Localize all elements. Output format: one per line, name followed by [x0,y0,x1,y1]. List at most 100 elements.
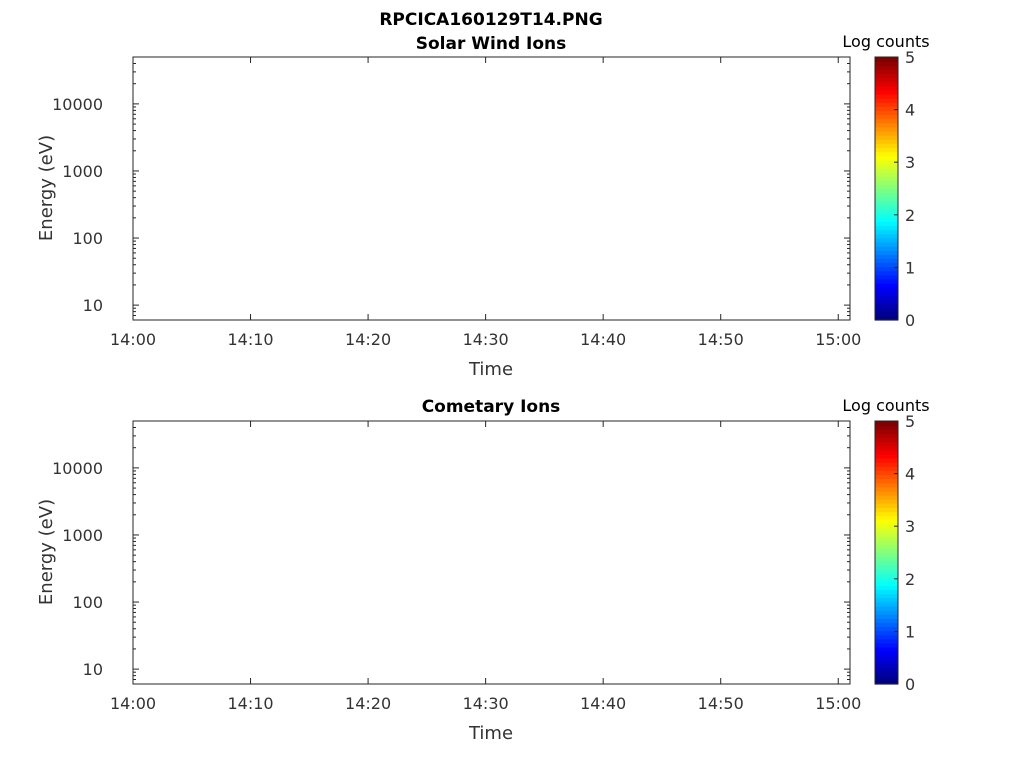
colorbar-swatch [875,585,898,591]
x-axis-label-solar-wind: Time [468,359,513,380]
colorbar-swatch [875,593,898,599]
colorbar-tick-label: 1 [905,622,915,641]
colorbar-swatch [875,466,898,471]
x-tick-label: 14:40 [580,330,626,349]
colorbar-tick-label: 4 [905,101,915,120]
colorbar-swatch [875,291,898,296]
x-tick-label: 14:50 [698,694,744,713]
colorbar-swatch [875,188,898,194]
colorbar-swatch [875,143,898,149]
colorbar-swatch [875,110,898,116]
colorbar-swatch [875,671,898,677]
colorbar-swatch [875,441,898,447]
colorbar-solar-wind: 0 1 2 3 4 5 [874,48,915,330]
y-tick-label: 10 [83,660,103,679]
x-tick-label: 14:10 [227,330,273,349]
colorbar-swatch [875,200,898,206]
colorbar-tick-label: 3 [905,153,915,172]
colorbar-swatch [875,499,898,504]
colorbar-swatch [875,69,898,75]
colorbar-tick-label: 2 [905,570,915,589]
colorbar-swatch [875,61,898,66]
colorbar-swatch [875,283,898,288]
x-tick-label: 14:00 [110,694,156,713]
colorbar-swatch [875,196,898,202]
colorbar-swatch [875,180,898,185]
x-tick-label: 14:40 [580,694,626,713]
colorbar-swatch [875,663,898,669]
colorbar-swatch [875,118,898,124]
colorbar-swatch [875,163,898,169]
colorbar-swatch [875,429,898,434]
colorbar-swatch [875,630,898,636]
colorbar-swatch [875,287,898,292]
colorbar-swatch [875,77,898,83]
x-tick-label: 14:10 [227,694,273,713]
colorbar-swatch [875,93,898,99]
colorbar-swatch [875,159,898,165]
colorbar-swatch [875,176,898,181]
colorbar-swatch [875,139,898,144]
plot-frame-cometary [132,420,851,685]
colorbar-swatch [875,315,898,321]
panel-solar-wind: Solar Wind Ions 14:00 14:10 14:20 14:30 14:4… [36,32,930,380]
colorbar-swatch [875,614,898,619]
panel-cometary: Cometary Ions 14:00 14:10 14:20 14:30 14:40 1… [36,396,930,744]
colorbar-swatch [875,57,898,62]
colorbar-swatch [875,675,898,681]
colorbar-swatch [875,462,898,467]
colorbar-tick-label: 0 [905,675,915,694]
colorbar-swatch [875,486,898,492]
colorbar-swatch [875,102,898,107]
colorbar-swatch [875,638,898,644]
colorbar-swatch [875,225,898,231]
colorbar-swatch [875,556,898,562]
colorbar-swatch [875,474,898,480]
colorbar-swatch [875,233,898,239]
colorbar-swatch [875,209,898,214]
colorbar-swatch [875,511,898,517]
y-tick-label: 10000 [52,95,103,114]
colorbar-swatch [875,634,898,640]
colorbar-swatch [875,577,898,582]
colorbar-tick-label: 2 [905,206,915,225]
colorbar-swatch [875,221,898,227]
colorbar-tick-label: 4 [905,465,915,484]
colorbar-tick-label: 5 [905,48,915,67]
colorbar-swatch [875,167,898,173]
colorbar-swatch [875,655,898,660]
axes-solar-wind: 14:00 14:10 14:20 14:30 14:40 14:50 15:00 10 100… [52,56,861,349]
colorbar-tick-label: 3 [905,517,915,536]
colorbar-tick-label: 5 [905,412,915,431]
colorbar-swatch [875,618,898,623]
colorbar-frame [874,420,899,685]
x-tick-label: 14:20 [345,694,391,713]
colorbar-swatch [875,470,898,476]
colorbar-swatch [875,523,898,529]
x-tick-label: 15:00 [815,694,861,713]
colorbar-swatch [875,679,898,685]
colorbar-swatch [875,597,898,603]
colorbar-frame [874,56,899,321]
y-tick-label: 100 [72,229,103,248]
colorbar-swatch [875,299,898,305]
colorbar-swatch [875,622,898,628]
colorbar-swatch [875,425,898,430]
colorbar-swatch [875,262,898,268]
colorbar-swatch [875,421,898,426]
colorbar-swatch [875,457,898,463]
colorbar-swatch [875,270,898,276]
colorbar-swatch [875,605,898,611]
colorbar-swatch [875,184,898,190]
colorbar-swatch [875,453,898,459]
colorbar-swatch [875,449,898,455]
y-tick-label: 10000 [52,459,103,478]
colorbar-swatch [875,437,898,443]
colorbar-swatch [875,295,898,301]
x-tick-label: 14:30 [463,330,509,349]
colorbar-swatch [875,433,898,439]
colorbar-swatch [875,85,898,91]
colorbar-swatch [875,266,898,272]
colorbar-swatch [875,126,898,132]
